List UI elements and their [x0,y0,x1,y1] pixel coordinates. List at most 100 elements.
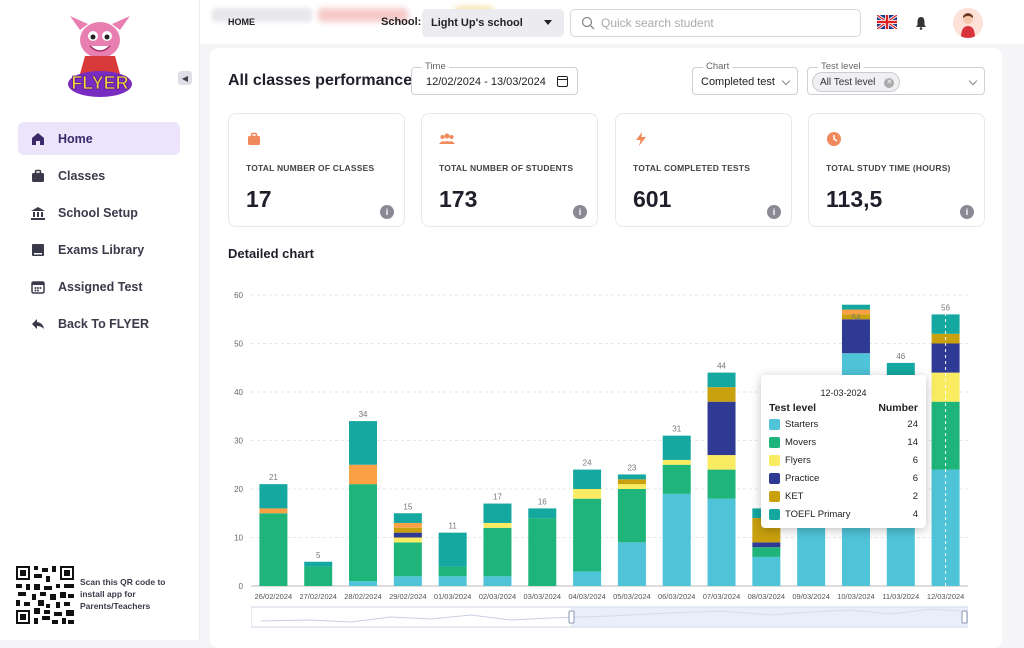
y-tick-label: 30 [234,437,243,446]
time-range-field[interactable]: Time 12/02/2024 - 13/03/2024 [411,61,578,95]
bar-total-label: 44 [717,362,726,371]
bar-segment [931,314,960,334]
sidebar-item-school-setup[interactable]: School Setup [18,196,180,229]
calendar-icon[interactable] [557,76,568,87]
x-tick-label: 09/03/2024 [792,592,830,601]
chart-type-value: Completed test [701,76,775,88]
bar-segment [841,314,870,320]
info-icon[interactable]: i [960,205,974,219]
tooltip-header-number: Number [878,402,918,414]
collapse-sidebar-button[interactable]: ◀ [178,71,192,85]
bar-segment [617,484,646,489]
bar-segment [573,489,602,499]
sidebar-item-exams-library[interactable]: Exams Library [18,233,180,266]
top-bar: HOME School: Light Up's school Quick sea… [200,0,1024,44]
sidebar-item-back-to-flyer[interactable]: Back To FLYER [18,307,180,340]
bar-segment [707,387,736,402]
sidebar-item-home[interactable]: Home [18,122,180,155]
info-icon[interactable]: i [573,205,587,219]
close-icon[interactable]: ✕ [884,78,895,88]
sidebar-item-assigned-test[interactable]: Assigned Test [18,270,180,303]
x-tick-label: 29/02/2024 [389,592,427,601]
bar-segment [707,498,736,586]
bar-segment [573,469,602,489]
bar-total-label: 34 [359,410,368,419]
x-tick-label: 07/03/2024 [703,592,741,601]
test-level-select[interactable]: Test level All Test level ✕ [807,61,985,95]
bank-icon [31,206,45,220]
stat-card-study-time: TOTAL STUDY TIME (HOURS) 113,5 i [808,113,985,227]
sidebar-item-label: School Setup [58,205,138,220]
bar-segment [393,537,422,543]
bar-segment [304,566,333,586]
tooltip-row-value: 6 [912,455,918,466]
bar-segment [259,484,288,509]
book-icon [32,243,44,256]
tooltip-row-label: TOEFL Primary [785,509,851,520]
bar-segment [841,309,870,315]
bolt-icon [636,132,646,146]
svg-text:FLYER: FLYER [71,73,128,93]
tooltip-row-value: 6 [912,473,918,484]
test-level-chip[interactable]: All Test level ✕ [812,72,901,92]
y-tick-label: 40 [234,388,243,397]
stat-label: TOTAL NUMBER OF STUDENTS [439,163,574,173]
search-input[interactable]: Quick search student [570,9,861,37]
bar-total-label: 17 [493,493,502,502]
qr-code [16,566,74,624]
bar-segment [304,561,333,567]
school-select[interactable]: Light Up's school [422,9,564,37]
tooltip-row: Practice 6 [769,472,918,488]
tooltip-row-label: KET [785,491,804,502]
y-tick-label: 50 [234,340,243,349]
bar-segment [349,464,378,485]
user-avatar-icon [961,13,975,38]
x-tick-label: 03/03/2024 [524,592,562,601]
info-icon[interactable]: i [767,205,781,219]
uk-flag-icon[interactable] [877,15,897,29]
tooltip-header-level: Test level [769,402,817,414]
avatar[interactable] [953,8,983,38]
calendar-icon [31,280,45,294]
bell-icon[interactable] [915,16,927,30]
chevron-down-icon [968,76,978,86]
school-label: School: [381,16,422,28]
bar-segment [662,435,691,460]
page-title: All classes performance [228,72,413,89]
chart-zoom-slider[interactable] [251,605,968,631]
tooltip-row-value: 14 [907,437,918,448]
qr-caption: Scan this QR code to install app for Par… [80,577,166,611]
clock-icon [827,132,841,146]
sidebar-item-classes[interactable]: Classes [18,159,180,192]
tooltip-row-value: 2 [912,491,918,502]
bar-segment [841,304,870,310]
time-value: 12/02/2024 - 13/03/2024 [426,76,546,88]
sidebar-item-label: Back To FLYER [58,316,149,331]
chart-type-select[interactable]: Chart Completed test [692,61,798,95]
bar-segment [707,372,736,388]
tooltip-row-value: 4 [912,509,918,520]
bar-segment [573,498,602,572]
stat-value: 173 [439,186,478,212]
bar-segment [662,464,691,494]
breadcrumb[interactable]: HOME [228,17,255,27]
bar-segment [841,319,870,354]
bar-total-label: 54 [852,313,861,322]
y-tick-label: 0 [239,582,244,591]
bar-segment [438,576,467,586]
bar-segment [393,513,422,523]
info-icon[interactable]: i [380,205,394,219]
stat-label: TOTAL STUDY TIME (HOURS) [826,163,951,173]
bar-segment [259,513,288,586]
bar-segment [886,362,915,378]
test-level-label: Test level [818,61,864,72]
sidebar-item-label: Home [58,131,93,146]
flyer-logo[interactable]: FLYER [60,12,140,100]
bar-total-label: 23 [627,463,636,472]
bar-segment [483,576,512,586]
users-icon [439,133,455,144]
bar-total-label: 11 [449,522,458,531]
x-tick-label: 10/03/2024 [837,592,875,601]
briefcase-icon [248,132,260,145]
bar-segment [393,522,422,528]
